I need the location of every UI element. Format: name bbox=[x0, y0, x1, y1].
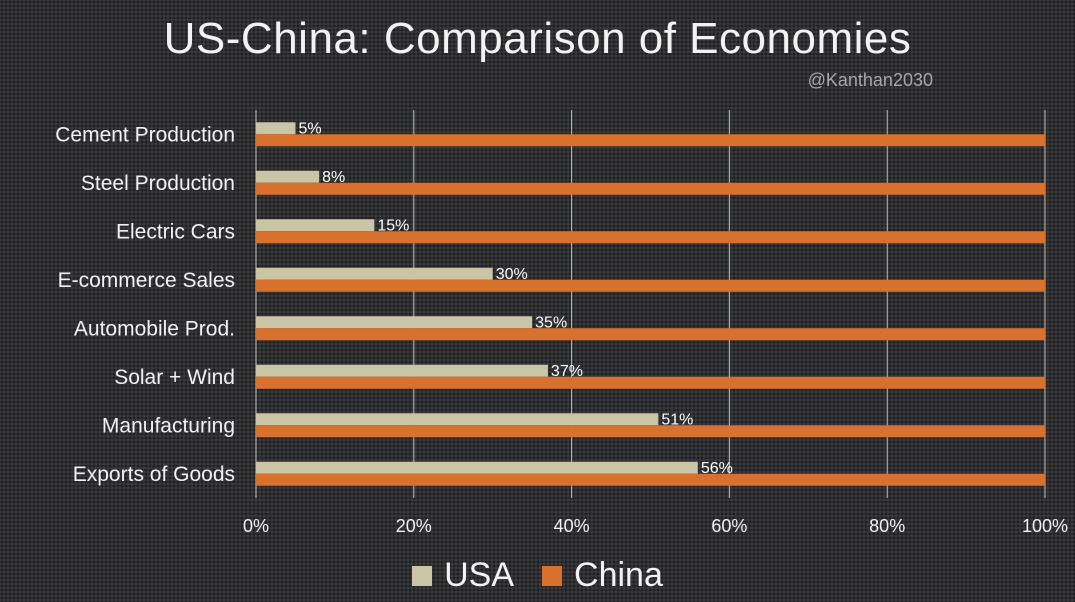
category-label: Cement Production bbox=[55, 123, 235, 146]
bar-china bbox=[256, 231, 1045, 244]
bar-china bbox=[256, 279, 1045, 292]
bar-usa bbox=[256, 267, 493, 280]
x-tick-label: 60% bbox=[711, 516, 747, 536]
x-tick-label: 80% bbox=[869, 516, 905, 536]
legend-label-usa: USA bbox=[444, 556, 515, 594]
category-label: E-commerce Sales bbox=[58, 269, 235, 292]
data-label-usa: 35% bbox=[535, 314, 567, 331]
bar-china bbox=[256, 134, 1045, 147]
category-label: Manufacturing bbox=[102, 414, 235, 437]
chart-title: US-China: Comparison of Economies bbox=[163, 14, 912, 63]
bar-usa bbox=[256, 316, 533, 329]
bar-usa bbox=[256, 219, 375, 232]
bar-usa bbox=[256, 170, 320, 183]
legend-item-china: China bbox=[542, 556, 663, 595]
data-label-usa: 5% bbox=[298, 120, 321, 137]
data-label-usa: 56% bbox=[701, 460, 733, 477]
data-label-usa: 15% bbox=[377, 217, 409, 234]
legend-item-usa: USA bbox=[412, 556, 514, 595]
author-handle: @Kanthan2030 bbox=[807, 70, 933, 90]
bar-usa bbox=[256, 461, 698, 474]
legend-swatch-usa bbox=[412, 565, 433, 586]
legend: USA China bbox=[0, 556, 1075, 595]
data-label-usa: 51% bbox=[661, 411, 693, 428]
bar-china bbox=[256, 328, 1045, 341]
bar-china bbox=[256, 376, 1045, 389]
data-label-usa: 37% bbox=[551, 363, 583, 380]
category-label: Solar + Wind bbox=[114, 366, 235, 389]
data-label-usa: 30% bbox=[496, 266, 528, 283]
legend-swatch-china bbox=[542, 565, 563, 586]
category-label: Automobile Prod. bbox=[74, 317, 235, 340]
x-tick-label: 40% bbox=[554, 516, 590, 536]
bar-usa bbox=[256, 413, 659, 426]
bar-china bbox=[256, 473, 1045, 486]
category-label: Exports of Goods bbox=[73, 463, 235, 486]
bar-usa bbox=[256, 122, 296, 135]
category-label: Steel Production bbox=[81, 172, 235, 195]
category-label: Electric Cars bbox=[116, 220, 235, 243]
x-tick-label: 20% bbox=[396, 516, 432, 536]
bar-china bbox=[256, 425, 1045, 438]
legend-label-china: China bbox=[574, 556, 663, 594]
data-label-usa: 8% bbox=[322, 169, 345, 186]
bar-usa bbox=[256, 364, 548, 377]
x-tick-label: 100% bbox=[1022, 516, 1068, 536]
x-tick-label: 0% bbox=[243, 516, 269, 536]
bar-china bbox=[256, 182, 1045, 195]
